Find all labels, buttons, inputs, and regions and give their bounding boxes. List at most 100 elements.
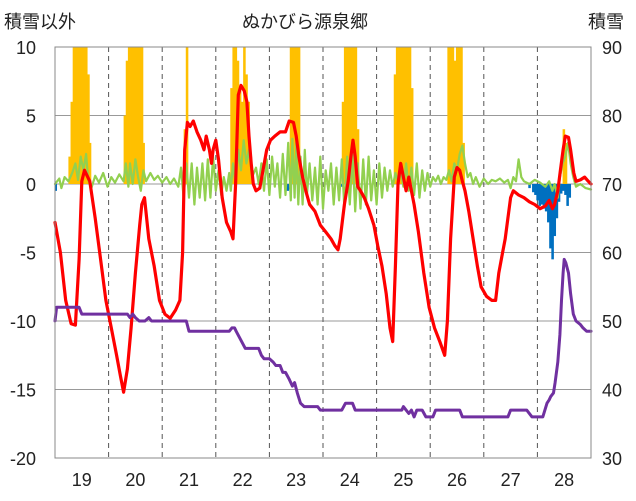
left-tick-label: -10 (10, 312, 36, 332)
sunshine-bar (185, 47, 189, 184)
sunshine-bar (230, 88, 233, 184)
precip-bar (564, 184, 567, 195)
precip-bar (340, 184, 343, 187)
x-tick-label: 28 (554, 470, 574, 490)
sunshine-bar (455, 47, 459, 184)
x-tick-label: 19 (72, 470, 92, 490)
left-axis-label: 積雪以外 (4, 12, 76, 33)
right-tick-label: 40 (602, 381, 622, 401)
sunshine-bar (343, 47, 347, 184)
sunshine-bar (234, 47, 238, 184)
right-tick-label: 60 (602, 244, 622, 264)
sunshine-bar (294, 47, 297, 184)
x-tick-label: 27 (501, 470, 521, 490)
series-snow_depth-line (53, 257, 593, 419)
sunshine-bar (243, 47, 246, 184)
sunshine-bar (354, 47, 358, 184)
right-tick-label: 50 (602, 312, 622, 332)
sunshine-bar (410, 88, 414, 184)
sunshine-bar (458, 47, 461, 184)
sunshine-bar (132, 47, 135, 184)
precip-bar (542, 184, 546, 209)
sunshine-bar (449, 47, 453, 184)
sunshine-bar (74, 47, 77, 184)
sunshine-bar (460, 47, 463, 184)
x-tick-label: 24 (340, 470, 360, 490)
sunshine-bar (562, 129, 566, 184)
right-tick-label: 70 (602, 175, 622, 195)
x-tick-label: 25 (393, 470, 413, 490)
sunshine-bar (404, 47, 408, 184)
sunshine-bar (232, 47, 235, 184)
left-tick-label: 10 (16, 38, 36, 58)
sunshine-bar (142, 142, 145, 184)
precip-bar (540, 184, 544, 205)
sunshine-bar (138, 47, 142, 184)
sunshine-bar (125, 60, 129, 185)
x-tick-label: 21 (179, 470, 199, 490)
sunshine-bar (140, 47, 144, 184)
sunshine-bar (240, 101, 244, 184)
sunshine-bar (76, 47, 79, 184)
x-tick-label: 22 (233, 470, 253, 490)
sunshine-bar (85, 47, 88, 184)
sunshine-bar (130, 47, 133, 184)
sunshine-bar (406, 47, 410, 184)
sunshine-bar (402, 47, 405, 184)
sunshine-bar (453, 60, 457, 185)
sunshine-bar (245, 74, 248, 184)
right-tick-label: 30 (602, 449, 622, 469)
sunshine-bar (564, 142, 568, 184)
sunshine-bar (462, 142, 465, 184)
right-tick-label: 90 (602, 38, 622, 58)
precip-bar (549, 184, 552, 249)
precip-bar (544, 184, 548, 212)
precip-bar (559, 184, 563, 194)
precip-bar (568, 184, 572, 198)
series-temperature-line (53, 83, 593, 394)
sunshine-bar (134, 47, 137, 184)
sunshine-bar (80, 47, 84, 184)
sunshine-bar (400, 47, 403, 184)
sunshine-bar (68, 156, 71, 184)
sunshine-bar (82, 47, 86, 184)
precip-bar (553, 184, 557, 237)
precip-bar (538, 184, 542, 206)
left-tick-label: -20 (10, 449, 36, 469)
sunshine-bar (447, 47, 450, 184)
right-tick-label: 80 (602, 107, 622, 127)
precip-bar (562, 184, 565, 191)
sunshine-bar (70, 101, 74, 184)
sunshine-bar (89, 142, 92, 184)
precip-bar (55, 184, 58, 191)
sunshine-bar (127, 47, 131, 184)
sunshine-bar (350, 47, 353, 184)
left-tick-label: 5 (26, 107, 36, 127)
precip-bar (534, 184, 537, 195)
sunshine-bar (136, 47, 140, 184)
x-tick-label: 23 (286, 470, 306, 490)
left-tick-label: 0 (26, 175, 36, 195)
sunshine-bar (123, 115, 127, 184)
right-axis-label: 積雪 (588, 12, 624, 33)
sunshine-bar (296, 47, 299, 184)
sunshine-bar (356, 129, 360, 184)
sunshine-bar (291, 47, 295, 184)
precip-bar (528, 184, 531, 189)
sunshine-bar (341, 101, 345, 184)
x-tick-label: 20 (125, 470, 145, 490)
sunshine-bar (298, 47, 301, 184)
sunshine-bars (68, 47, 568, 185)
plot-frame (54, 46, 592, 459)
left-tick-label: -5 (20, 244, 36, 264)
series-lines (53, 83, 593, 419)
sunshine-bar (395, 47, 399, 184)
precip-bar (566, 184, 569, 206)
sunshine-bar (346, 47, 349, 184)
left-tick-label: -15 (10, 381, 36, 401)
sunshine-bar (393, 74, 397, 184)
sunshine-bar (352, 47, 356, 184)
sunshine-bar (408, 47, 412, 184)
